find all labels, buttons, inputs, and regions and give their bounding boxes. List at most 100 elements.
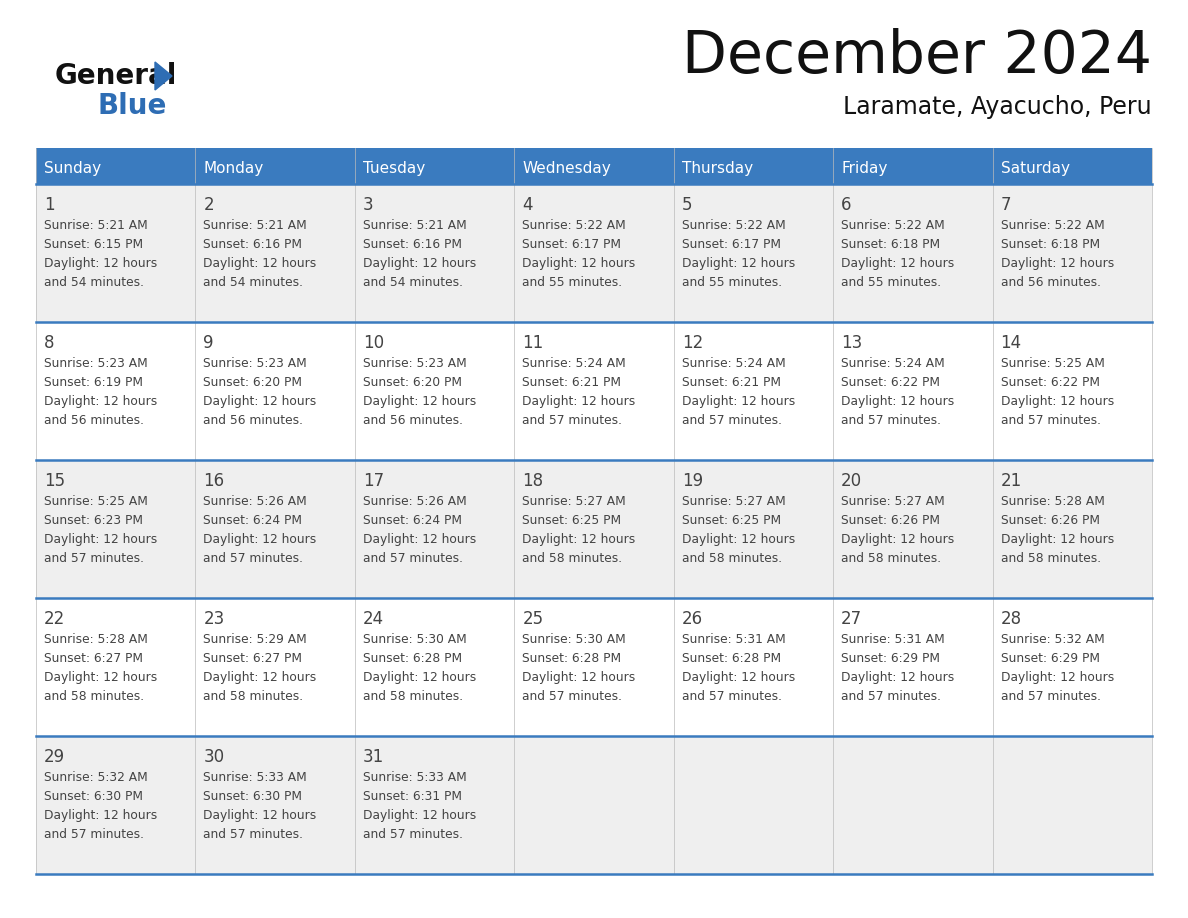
Text: Sunrise: 5:32 AM: Sunrise: 5:32 AM: [1000, 633, 1105, 646]
Text: General: General: [55, 62, 177, 90]
Text: Sunrise: 5:27 AM: Sunrise: 5:27 AM: [682, 495, 785, 508]
Text: Sunset: 6:21 PM: Sunset: 6:21 PM: [523, 376, 621, 389]
Text: Sunset: 6:23 PM: Sunset: 6:23 PM: [44, 514, 143, 527]
Text: and 57 minutes.: and 57 minutes.: [1000, 414, 1100, 427]
Text: Daylight: 12 hours: Daylight: 12 hours: [44, 671, 157, 684]
Text: Daylight: 12 hours: Daylight: 12 hours: [44, 257, 157, 270]
Text: Sunrise: 5:28 AM: Sunrise: 5:28 AM: [44, 633, 147, 646]
Text: Tuesday: Tuesday: [362, 161, 425, 175]
Text: 17: 17: [362, 472, 384, 490]
Text: Daylight: 12 hours: Daylight: 12 hours: [682, 533, 795, 546]
Text: and 57 minutes.: and 57 minutes.: [523, 690, 623, 703]
Text: and 58 minutes.: and 58 minutes.: [203, 690, 304, 703]
Text: Daylight: 12 hours: Daylight: 12 hours: [1000, 257, 1114, 270]
Text: Daylight: 12 hours: Daylight: 12 hours: [841, 395, 954, 408]
Bar: [36, 598, 1152, 736]
Text: Sunset: 6:28 PM: Sunset: 6:28 PM: [523, 652, 621, 665]
Text: and 55 minutes.: and 55 minutes.: [841, 276, 941, 289]
Text: Sunset: 6:31 PM: Sunset: 6:31 PM: [362, 790, 462, 803]
Text: and 55 minutes.: and 55 minutes.: [523, 276, 623, 289]
Text: Daylight: 12 hours: Daylight: 12 hours: [362, 533, 476, 546]
Text: and 54 minutes.: and 54 minutes.: [203, 276, 303, 289]
Text: and 57 minutes.: and 57 minutes.: [362, 828, 463, 841]
Text: Thursday: Thursday: [682, 161, 753, 175]
Bar: [36, 148, 1152, 184]
Text: Sunset: 6:29 PM: Sunset: 6:29 PM: [841, 652, 940, 665]
Text: Sunrise: 5:29 AM: Sunrise: 5:29 AM: [203, 633, 308, 646]
Text: 30: 30: [203, 748, 225, 766]
Text: and 57 minutes.: and 57 minutes.: [523, 414, 623, 427]
Text: Daylight: 12 hours: Daylight: 12 hours: [523, 671, 636, 684]
Text: Sunset: 6:25 PM: Sunset: 6:25 PM: [523, 514, 621, 527]
Text: Saturday: Saturday: [1000, 161, 1069, 175]
Text: and 57 minutes.: and 57 minutes.: [841, 690, 941, 703]
Text: and 58 minutes.: and 58 minutes.: [362, 690, 463, 703]
Text: Daylight: 12 hours: Daylight: 12 hours: [682, 671, 795, 684]
Bar: [36, 184, 1152, 322]
Text: Sunrise: 5:21 AM: Sunrise: 5:21 AM: [203, 219, 308, 232]
Text: Daylight: 12 hours: Daylight: 12 hours: [44, 395, 157, 408]
Text: and 55 minutes.: and 55 minutes.: [682, 276, 782, 289]
Text: Sunrise: 5:25 AM: Sunrise: 5:25 AM: [1000, 357, 1105, 370]
Text: Sunset: 6:16 PM: Sunset: 6:16 PM: [362, 238, 462, 251]
Text: Daylight: 12 hours: Daylight: 12 hours: [1000, 671, 1114, 684]
Text: 25: 25: [523, 610, 543, 628]
Text: Sunset: 6:29 PM: Sunset: 6:29 PM: [1000, 652, 1100, 665]
Text: Sunset: 6:17 PM: Sunset: 6:17 PM: [682, 238, 781, 251]
Text: Sunset: 6:27 PM: Sunset: 6:27 PM: [44, 652, 143, 665]
Text: and 57 minutes.: and 57 minutes.: [1000, 690, 1100, 703]
Text: and 57 minutes.: and 57 minutes.: [362, 552, 463, 565]
Text: 13: 13: [841, 334, 862, 352]
Text: Sunrise: 5:27 AM: Sunrise: 5:27 AM: [523, 495, 626, 508]
Text: and 56 minutes.: and 56 minutes.: [362, 414, 463, 427]
Text: Sunrise: 5:26 AM: Sunrise: 5:26 AM: [362, 495, 467, 508]
Bar: [36, 460, 1152, 598]
Text: Sunset: 6:18 PM: Sunset: 6:18 PM: [841, 238, 940, 251]
Text: Sunset: 6:20 PM: Sunset: 6:20 PM: [362, 376, 462, 389]
Text: Sunset: 6:30 PM: Sunset: 6:30 PM: [203, 790, 303, 803]
Text: 18: 18: [523, 472, 543, 490]
Text: Daylight: 12 hours: Daylight: 12 hours: [1000, 533, 1114, 546]
Text: Sunrise: 5:24 AM: Sunrise: 5:24 AM: [523, 357, 626, 370]
Text: Sunrise: 5:22 AM: Sunrise: 5:22 AM: [682, 219, 785, 232]
Text: Sunset: 6:26 PM: Sunset: 6:26 PM: [1000, 514, 1100, 527]
Text: Sunset: 6:15 PM: Sunset: 6:15 PM: [44, 238, 143, 251]
Text: 22: 22: [44, 610, 65, 628]
Text: 31: 31: [362, 748, 384, 766]
Text: Daylight: 12 hours: Daylight: 12 hours: [362, 809, 476, 822]
Text: Sunset: 6:24 PM: Sunset: 6:24 PM: [362, 514, 462, 527]
Text: Blue: Blue: [97, 92, 168, 120]
Text: Daylight: 12 hours: Daylight: 12 hours: [523, 533, 636, 546]
Text: 5: 5: [682, 196, 693, 214]
Text: Sunday: Sunday: [44, 161, 101, 175]
Text: and 58 minutes.: and 58 minutes.: [682, 552, 782, 565]
Text: Sunset: 6:22 PM: Sunset: 6:22 PM: [1000, 376, 1100, 389]
Text: and 54 minutes.: and 54 minutes.: [44, 276, 144, 289]
Bar: [36, 322, 1152, 460]
Text: Sunrise: 5:23 AM: Sunrise: 5:23 AM: [44, 357, 147, 370]
Text: and 56 minutes.: and 56 minutes.: [44, 414, 144, 427]
Text: Sunset: 6:24 PM: Sunset: 6:24 PM: [203, 514, 303, 527]
Text: Sunrise: 5:22 AM: Sunrise: 5:22 AM: [841, 219, 944, 232]
Text: Daylight: 12 hours: Daylight: 12 hours: [362, 257, 476, 270]
Text: Sunset: 6:16 PM: Sunset: 6:16 PM: [203, 238, 303, 251]
Text: 15: 15: [44, 472, 65, 490]
Text: and 58 minutes.: and 58 minutes.: [841, 552, 941, 565]
Text: Sunset: 6:17 PM: Sunset: 6:17 PM: [523, 238, 621, 251]
Text: Sunrise: 5:21 AM: Sunrise: 5:21 AM: [44, 219, 147, 232]
Text: 9: 9: [203, 334, 214, 352]
Text: Laramate, Ayacucho, Peru: Laramate, Ayacucho, Peru: [843, 95, 1152, 119]
Text: Daylight: 12 hours: Daylight: 12 hours: [362, 395, 476, 408]
Text: 23: 23: [203, 610, 225, 628]
Text: Monday: Monday: [203, 161, 264, 175]
Text: Sunrise: 5:26 AM: Sunrise: 5:26 AM: [203, 495, 308, 508]
Text: Sunset: 6:28 PM: Sunset: 6:28 PM: [362, 652, 462, 665]
Text: and 57 minutes.: and 57 minutes.: [682, 414, 782, 427]
Text: Daylight: 12 hours: Daylight: 12 hours: [841, 671, 954, 684]
Text: Sunrise: 5:25 AM: Sunrise: 5:25 AM: [44, 495, 147, 508]
Text: Sunrise: 5:24 AM: Sunrise: 5:24 AM: [841, 357, 944, 370]
Text: and 57 minutes.: and 57 minutes.: [44, 828, 144, 841]
Text: December 2024: December 2024: [682, 28, 1152, 85]
Text: Sunset: 6:25 PM: Sunset: 6:25 PM: [682, 514, 781, 527]
Text: Daylight: 12 hours: Daylight: 12 hours: [841, 257, 954, 270]
